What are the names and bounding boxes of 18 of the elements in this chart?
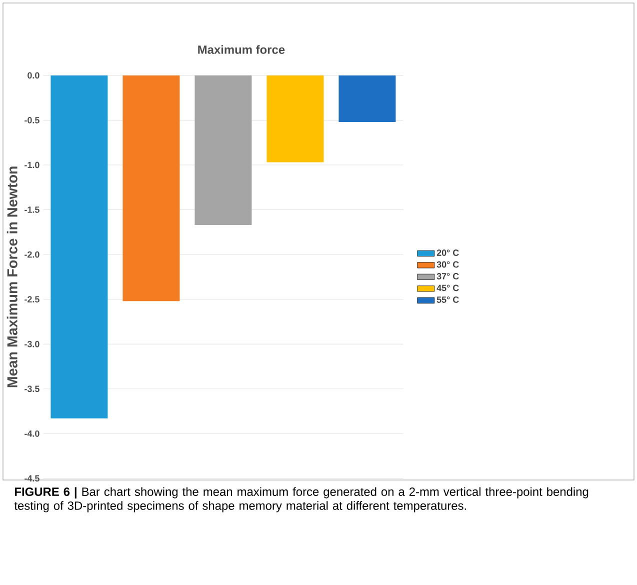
y-tick-label: -1.0 <box>24 162 40 168</box>
y-tick-label: -4.0 <box>24 430 40 437</box>
y-axis-title: Mean Maximum Force in Newton <box>6 166 18 388</box>
y-tick-label: 0.0 <box>28 72 40 79</box>
y-tick-label: -2.5 <box>24 296 40 302</box>
legend-label: 20° C <box>436 250 459 256</box>
y-tick-label: -3.0 <box>24 340 40 348</box>
legend-label: 45° C <box>436 284 459 292</box>
legend-label: 30° C <box>436 261 459 268</box>
chart-title: Maximum force <box>198 45 285 54</box>
y-tick-label: -3.5 <box>24 386 40 392</box>
y-tick-label: -1.5 <box>24 206 40 213</box>
y-tick-label: -4.5 <box>24 475 40 482</box>
text: FIGURE 6 | Bar chart showing the mean maximum force generated on a 2-mm vertical three-point bending testing of 3D-printed specimens of shape memory material at different temperatures. <box>14 487 588 512</box>
legend-label: 37° C <box>436 273 459 280</box>
y-tick-label: -0.5 <box>24 117 40 124</box>
legend-label: 55° C <box>436 296 459 303</box>
y-tick-label: -2.0 <box>24 251 40 258</box>
